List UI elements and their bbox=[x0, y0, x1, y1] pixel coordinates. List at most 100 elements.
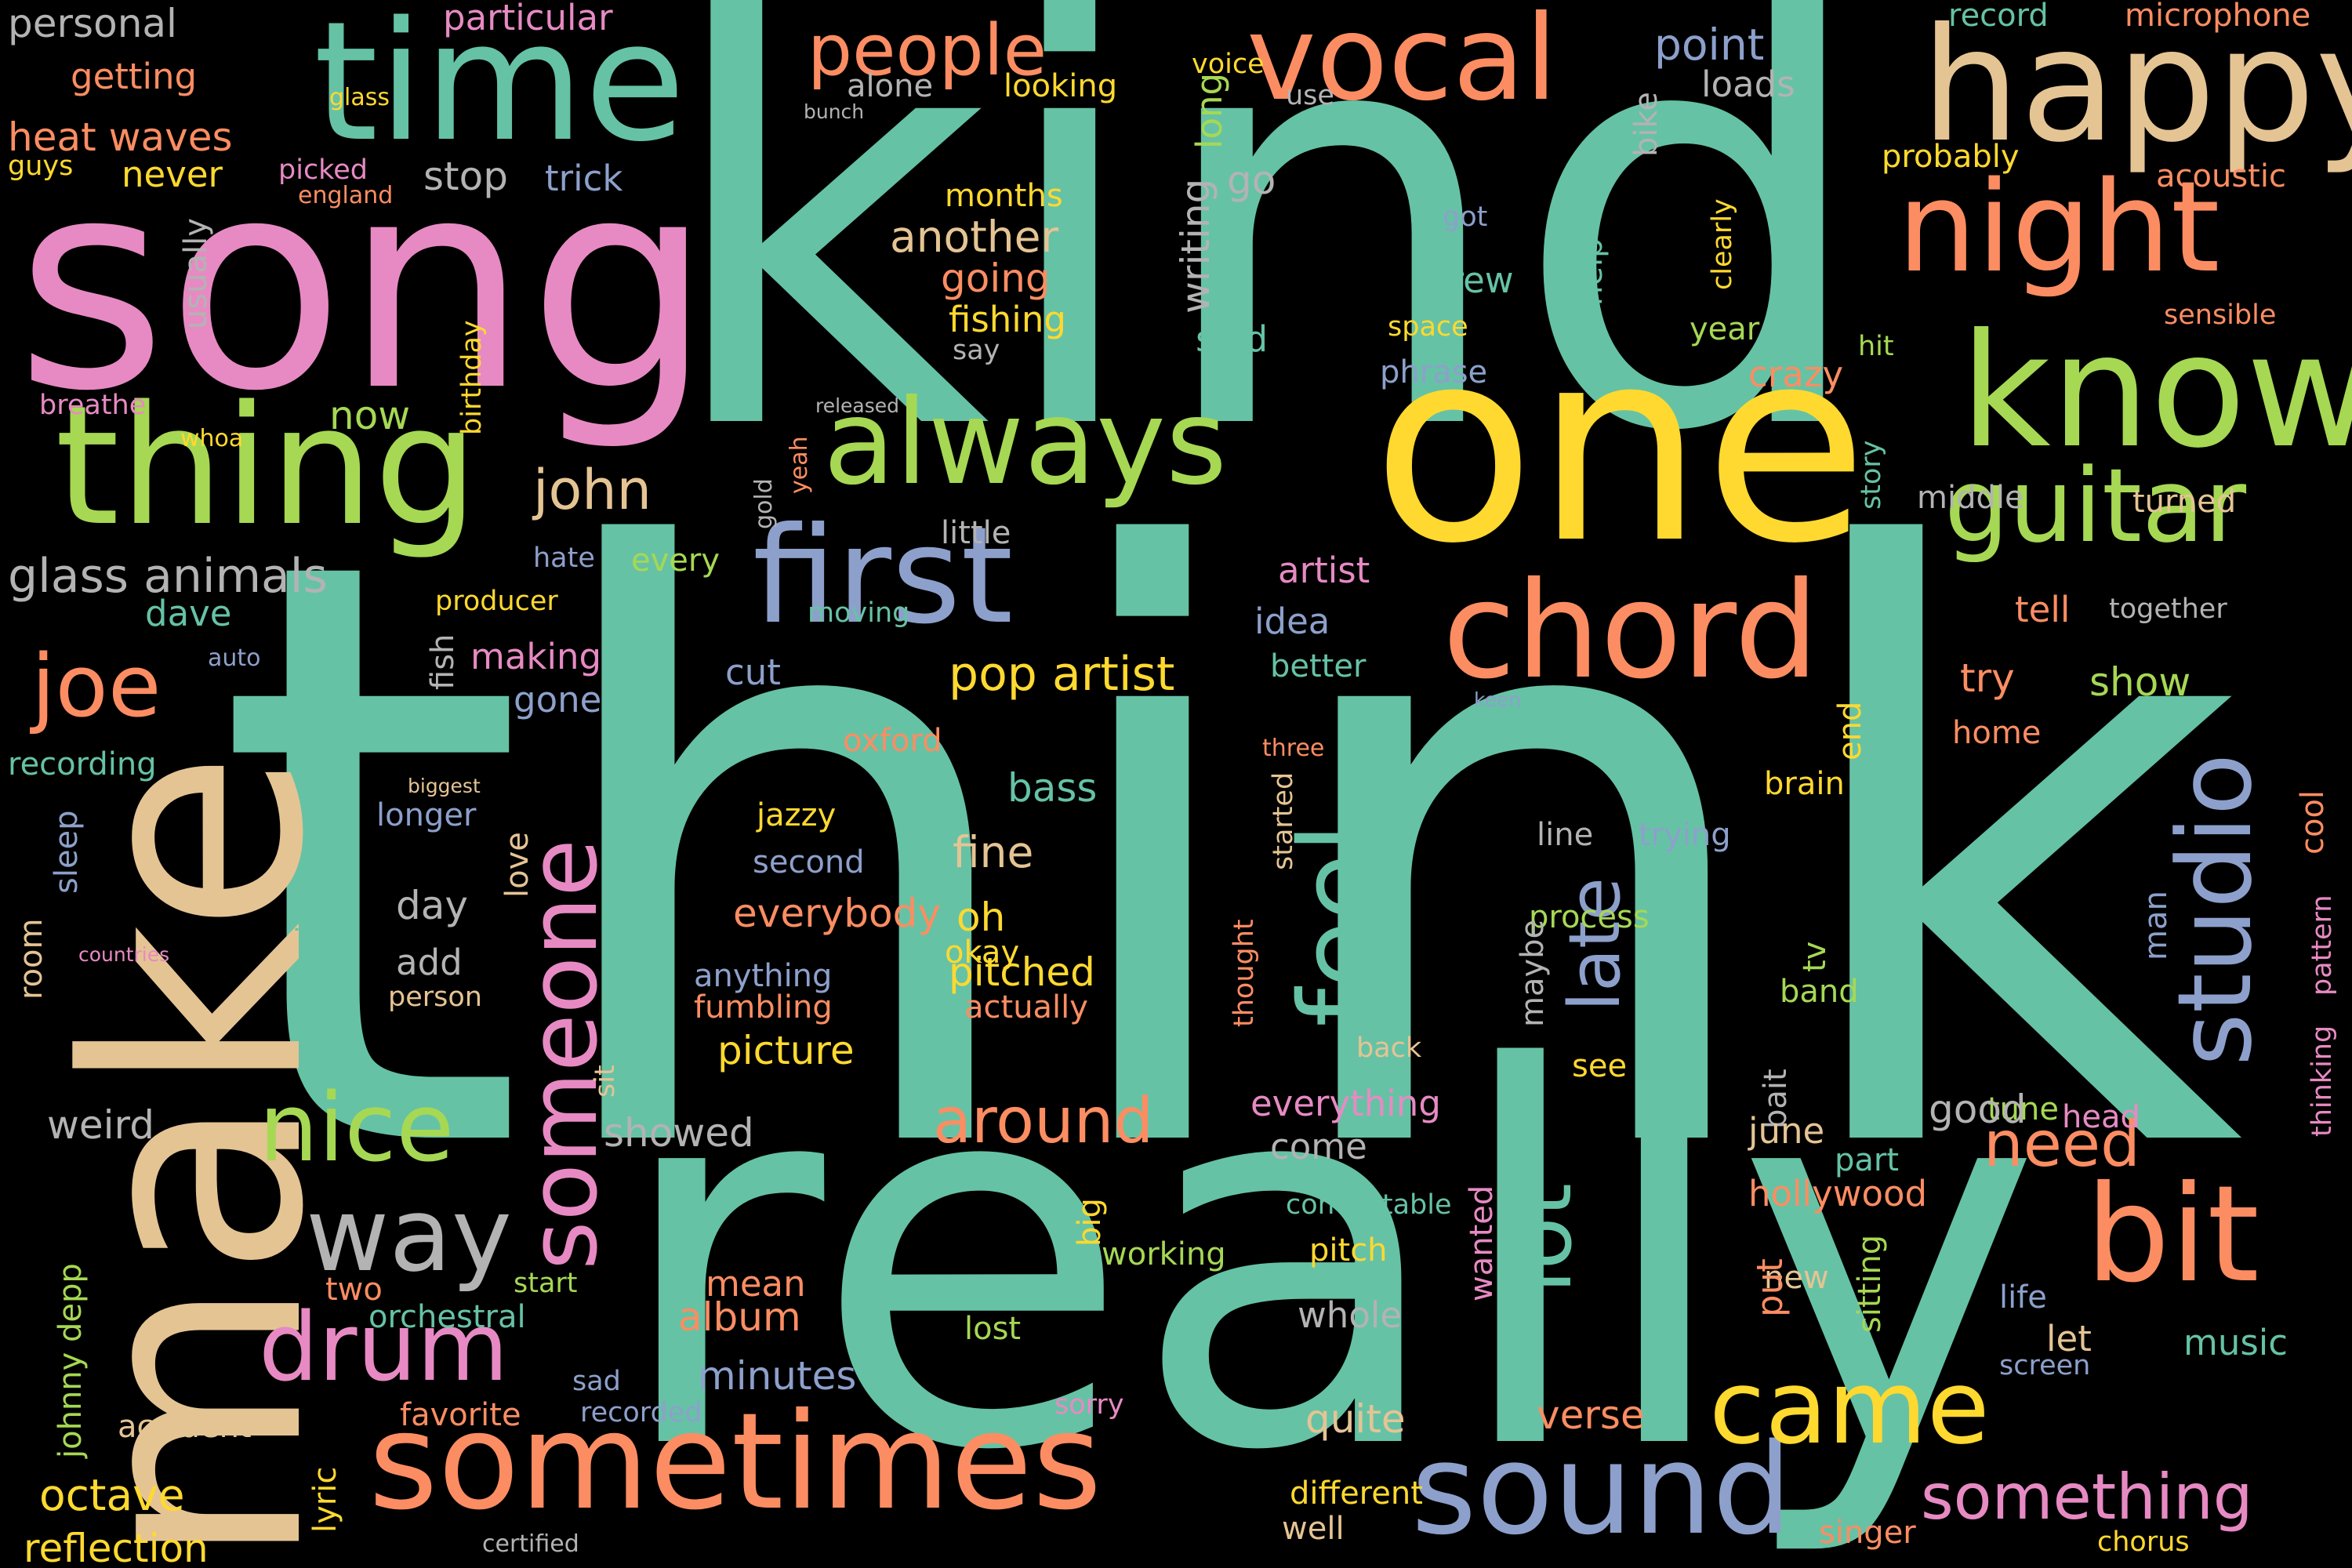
word-months: months bbox=[945, 178, 1063, 214]
word-tv: tv bbox=[1797, 941, 1833, 972]
word-new: new bbox=[1764, 1260, 1829, 1296]
word-oh: oh bbox=[956, 895, 1006, 940]
word-recorded: recorded bbox=[580, 1397, 702, 1428]
word-lyric: lyric bbox=[307, 1466, 343, 1533]
word-drum: drum bbox=[259, 1294, 509, 1403]
word-whole: whole bbox=[1298, 1294, 1403, 1336]
word-thing: thing bbox=[55, 370, 479, 562]
word-hit: hit bbox=[1858, 331, 1894, 362]
word-sleep: sleep bbox=[49, 810, 85, 894]
word-okay: okay bbox=[945, 935, 1020, 971]
word-glass-animals: glass animals bbox=[8, 549, 328, 604]
word-recording: recording bbox=[8, 746, 157, 782]
word-pitched: pitched bbox=[949, 949, 1095, 995]
word-biggest: biggest bbox=[408, 775, 481, 797]
word-coming: coming bbox=[292, 891, 323, 992]
word-looking: looking bbox=[1004, 68, 1118, 104]
word-clearly: clearly bbox=[1707, 198, 1738, 290]
word-bass: bass bbox=[1007, 765, 1098, 811]
word-bit: bit bbox=[2085, 1157, 2259, 1312]
word-weird: weird bbox=[47, 1102, 154, 1148]
word-home: home bbox=[1952, 715, 2042, 751]
word-lost: lost bbox=[964, 1311, 1022, 1347]
word-fine: fine bbox=[953, 827, 1034, 877]
word-particular: particular bbox=[443, 0, 613, 38]
word-pitch: pitch bbox=[1309, 1232, 1388, 1269]
word-two: two bbox=[325, 1272, 383, 1308]
word-band: band bbox=[1780, 974, 1859, 1010]
word-acoustic: acoustic bbox=[2156, 158, 2286, 194]
word-hate: hate bbox=[533, 543, 595, 574]
word-space: space bbox=[1388, 311, 1468, 343]
word-late: late bbox=[1554, 877, 1636, 1011]
word-fish: fish bbox=[425, 633, 461, 690]
word-probably: probably bbox=[1882, 139, 2020, 175]
word-mean: mean bbox=[706, 1263, 806, 1305]
word-big: big bbox=[1072, 1198, 1108, 1247]
word-thinking: thinking bbox=[2307, 1025, 2338, 1137]
word-point: point bbox=[1654, 20, 1765, 70]
word-feel: feel bbox=[1276, 822, 1404, 1027]
word-first: first bbox=[753, 499, 1014, 654]
word-tell: tell bbox=[2015, 589, 2071, 630]
word-gold: gold bbox=[750, 478, 778, 529]
word-stop: stop bbox=[423, 154, 508, 199]
word-love: love bbox=[499, 832, 535, 898]
word-happy: happy bbox=[1921, 0, 2352, 177]
word-see: see bbox=[1572, 1048, 1628, 1084]
word-drew: drew bbox=[1427, 260, 1514, 301]
word-better: better bbox=[1270, 648, 1367, 684]
word-now: now bbox=[329, 393, 411, 438]
word-process: process bbox=[1529, 899, 1650, 935]
word-studio: studio bbox=[2155, 753, 2274, 1066]
word-another: another bbox=[890, 212, 1059, 262]
word-one: one bbox=[1372, 292, 1868, 602]
word-go: go bbox=[1227, 158, 1276, 203]
word-start: start bbox=[514, 1268, 578, 1299]
word-quite: quite bbox=[1305, 1396, 1406, 1442]
word-well: well bbox=[1282, 1511, 1345, 1547]
word-octave: octave bbox=[39, 1470, 185, 1520]
word-hollywood: hollywood bbox=[1748, 1173, 1928, 1214]
word-voice: voice bbox=[1192, 49, 1265, 80]
word-three: three bbox=[1262, 735, 1325, 762]
word-guitar: guitar bbox=[1944, 446, 2247, 565]
word-glass: glass bbox=[329, 84, 390, 111]
word-heat-waves: heat waves bbox=[8, 114, 233, 160]
word-working: working bbox=[1102, 1236, 1226, 1272]
word-artist: artist bbox=[1278, 550, 1370, 591]
word-middle: middle bbox=[1917, 480, 2024, 516]
word-person: person bbox=[388, 982, 482, 1013]
word-dave: dave bbox=[145, 593, 232, 634]
word-album: album bbox=[678, 1294, 801, 1340]
word-showed: showed bbox=[604, 1110, 754, 1156]
word-verse: verse bbox=[1537, 1392, 1645, 1438]
word-anything: anything bbox=[694, 958, 833, 994]
word-started: started bbox=[1268, 771, 1299, 870]
word-sorry: sorry bbox=[1054, 1389, 1124, 1421]
word-wanted: wanted bbox=[1464, 1185, 1500, 1301]
word-year: year bbox=[1690, 311, 1760, 347]
word-try: try bbox=[1960, 655, 2015, 701]
word-cut: cut bbox=[725, 652, 781, 693]
word-part: part bbox=[1835, 1142, 1900, 1178]
word-got: got bbox=[1443, 201, 1488, 233]
word-good: good bbox=[1929, 1087, 2027, 1132]
word-bunch: bunch bbox=[804, 100, 865, 123]
word-crazy: crazy bbox=[1748, 354, 1844, 395]
word-thought: thought bbox=[1229, 919, 1260, 1027]
word-every: every bbox=[631, 543, 720, 579]
word-accident: accident bbox=[118, 1409, 252, 1445]
word-come: come bbox=[1270, 1126, 1367, 1167]
word-minutes: minutes bbox=[698, 1353, 857, 1399]
word-moving: moving bbox=[808, 597, 910, 629]
word-think: think bbox=[212, 388, 2245, 1328]
word-sit: sit bbox=[590, 1065, 621, 1098]
word-trying: trying bbox=[1639, 817, 1731, 853]
word-singer: singer bbox=[1819, 1515, 1916, 1551]
word-time: time bbox=[314, 0, 686, 178]
word-day: day bbox=[396, 883, 468, 928]
word-pop-artist: pop artist bbox=[949, 647, 1175, 702]
word-microphone: microphone bbox=[2125, 0, 2311, 34]
